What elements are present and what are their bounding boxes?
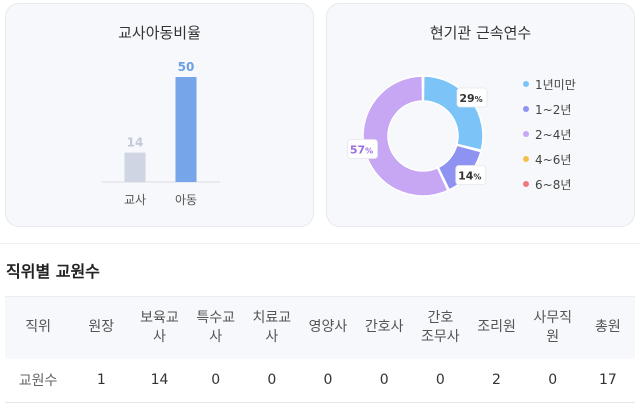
table-cell-count: 0: [356, 358, 413, 403]
legend-label: 1~2년: [535, 102, 572, 117]
table-header-cell: 원장: [71, 296, 132, 359]
donut-slice-label: 14%: [455, 165, 487, 185]
slice-percent-value: 29: [459, 92, 474, 105]
legend-dot-icon: [523, 106, 529, 112]
table-cell-count: 0: [299, 358, 357, 403]
teacher-child-ratio-card: 교사아동비율 14 교사 50 아동: [5, 3, 314, 227]
slice-percent-sign: %: [473, 173, 481, 182]
table-header-cell: 간호사: [356, 296, 413, 359]
table-cell-count: 2: [468, 358, 525, 403]
svg-text:29%: 29%: [459, 92, 482, 105]
header-position-label: 직위: [25, 319, 51, 336]
legend-label: 4~6년: [535, 152, 572, 167]
table-header-cell: 보육교 사: [131, 296, 188, 359]
slice-percent-sign: %: [365, 147, 373, 156]
table-row-label: 교원수: [5, 358, 72, 403]
legend-item[interactable]: 6~8년: [523, 176, 571, 192]
bar-category-label: 아동: [175, 193, 197, 207]
table-cell-count: 17: [580, 358, 635, 403]
column-header-label: 간호사: [364, 319, 404, 336]
staff-table-row: 교원수 1 14 0 0 0 0 0 2 0 17: [5, 358, 635, 403]
legend-label: 1년미만: [535, 77, 576, 92]
legend-item[interactable]: 4~6년: [523, 151, 571, 167]
staff-section-title: 직위별 교원수: [6, 262, 100, 281]
tenure-card: 현기관 근속연수 29% 14% 57% 1년미만 1~2년 2~4년 4~6년 6~8년: [326, 3, 635, 227]
column-header-label: 사무직 원: [533, 309, 572, 345]
ratio-chart-title: 교사아동비율: [118, 24, 201, 42]
table-header-cell: 치료교 사: [243, 296, 300, 359]
column-header-label: 특수교 사: [196, 309, 235, 345]
table-header-cell: 조리원: [468, 296, 525, 359]
ratio-bar-chart: 14 교사 50 아동: [102, 60, 220, 207]
bar-category-label: 교사: [124, 193, 146, 207]
legend-item[interactable]: 2~4년: [523, 126, 571, 142]
table-header-cell: 직위: [5, 296, 72, 359]
tenure-chart-title: 현기관 근속연수: [429, 24, 532, 42]
table-header-cell: 간호 조무사: [412, 296, 469, 359]
bar-value-label: 14: [127, 136, 144, 150]
table-header-cell: 사무직 원: [524, 296, 581, 359]
column-header-label: 영양사: [308, 319, 348, 336]
slice-percent-value: 57: [350, 144, 365, 157]
table-cell-count: 0: [243, 358, 300, 403]
table-cell-count: 0: [187, 358, 244, 403]
staff-table: 직위 원장 보육교 사 특수교 사 치료교 사 영양사 간호사 간호 조무사 조리원 사무직 원…: [5, 296, 635, 403]
legend-item[interactable]: 1~2년: [523, 101, 571, 117]
legend-dot-icon: [523, 181, 529, 187]
table-cell-count: 1: [71, 358, 132, 403]
donut-slice: [422, 75, 484, 152]
column-header-label: 보육교 사: [140, 309, 179, 345]
column-header-label: 조리원: [477, 319, 516, 336]
donut-slice-label: 29%: [456, 87, 488, 108]
staff-table-header-row: 직위 원장 보육교 사 특수교 사 치료교 사 영양사 간호사 간호 조무사 조리원 사무직 원…: [5, 296, 635, 359]
legend-dot-icon: [523, 81, 529, 87]
bar-child: [175, 77, 197, 182]
table-header-cell: 총원: [580, 296, 635, 359]
donut-slice: [362, 75, 449, 197]
table-cell-count: 0: [524, 358, 581, 403]
tenure-donut-chart: 29%14%57%: [347, 75, 488, 197]
donut-slice-label: 57%: [347, 139, 378, 159]
column-header-label: 원장: [88, 319, 115, 336]
legend-item[interactable]: 1년미만: [523, 76, 576, 92]
table-header-cell: 영양사: [299, 296, 357, 359]
legend-dot-icon: [523, 131, 529, 137]
slice-percent-sign: %: [475, 95, 483, 104]
legend-dot-icon: [523, 156, 529, 162]
slice-percent-value: 14: [458, 170, 474, 183]
column-header-label: 치료교 사: [252, 309, 292, 345]
svg-text:57%: 57%: [350, 144, 373, 157]
table-header-cell: 특수교 사: [187, 296, 244, 359]
table-cell-count: 14: [131, 358, 188, 403]
table-cell-count: 0: [412, 358, 469, 403]
column-header-label: 간호 조무사: [421, 309, 460, 345]
legend-label: 2~4년: [535, 127, 572, 142]
legend-label: 6~8년: [535, 177, 572, 192]
column-header-label: 총원: [595, 319, 621, 336]
bar-value-label: 50: [178, 60, 195, 74]
section-divider: [0, 243, 641, 244]
bar-teacher: [124, 152, 146, 182]
svg-text:14%: 14%: [458, 170, 481, 183]
